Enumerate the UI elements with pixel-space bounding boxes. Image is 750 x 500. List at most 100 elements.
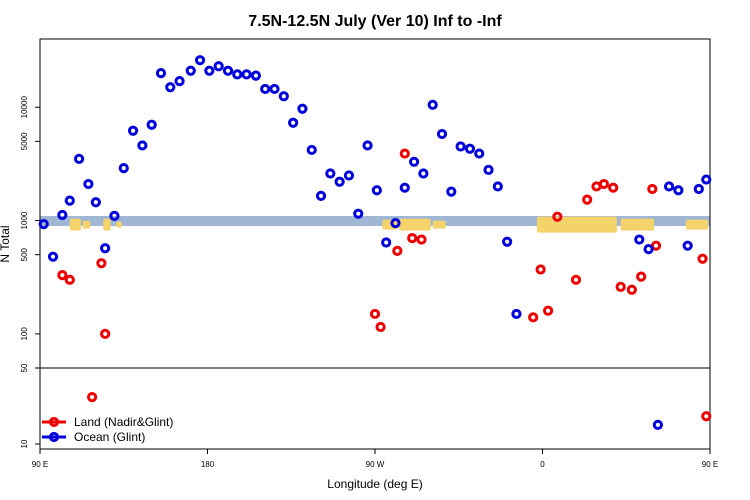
land-point-13 bbox=[542, 305, 554, 316]
land-point-6 bbox=[375, 321, 386, 333]
land-point-10 bbox=[416, 234, 427, 245]
ocean-point-21 bbox=[232, 69, 243, 80]
land-point-15 bbox=[570, 274, 582, 285]
x-axis-label: Longitude (deg E) bbox=[327, 477, 422, 491]
ocean-point-40 bbox=[408, 156, 420, 167]
y-tick-label-4: 1000 bbox=[20, 211, 29, 229]
land-point-16 bbox=[582, 194, 593, 205]
y-tick-label-6: 10000 bbox=[20, 96, 29, 119]
land-patch-0 bbox=[69, 218, 81, 231]
ocean-point-53 bbox=[643, 243, 654, 255]
ocean-point-24 bbox=[260, 83, 271, 95]
ocean-point-19 bbox=[213, 61, 224, 72]
land-point-8 bbox=[399, 148, 410, 159]
ocean-point-29 bbox=[306, 144, 317, 156]
legend-ocean-marker bbox=[48, 431, 60, 443]
land-band bbox=[40, 216, 710, 233]
legend: Land (Nadir&Glint) Ocean (Glint) bbox=[42, 415, 173, 444]
y-tick-label-0: 10 bbox=[20, 439, 29, 448]
ocean-point-57 bbox=[682, 240, 693, 251]
y-tick-label-1: 50 bbox=[20, 363, 29, 372]
data-points bbox=[38, 55, 712, 430]
land-point-3 bbox=[96, 258, 107, 269]
ocean-point-13 bbox=[155, 68, 167, 79]
ocean-point-3 bbox=[64, 195, 75, 206]
ocean-point-14 bbox=[165, 82, 176, 93]
ocean-point-55 bbox=[663, 181, 675, 192]
x-tick-label-1: 180 bbox=[201, 460, 215, 469]
land-point-5 bbox=[369, 308, 381, 320]
ocean-point-32 bbox=[334, 176, 345, 187]
ocean-point-31 bbox=[325, 168, 336, 179]
ocean-point-6 bbox=[90, 197, 101, 208]
land-point-2 bbox=[87, 392, 98, 403]
ocean-point-20 bbox=[222, 65, 234, 76]
land-point-22 bbox=[636, 271, 647, 282]
land-point-9 bbox=[407, 233, 418, 244]
ocean-point-39 bbox=[399, 182, 410, 193]
y-tick-label-5: 5000 bbox=[20, 132, 29, 150]
ocean-point-59 bbox=[701, 174, 712, 185]
land-point-26 bbox=[701, 411, 712, 422]
ocean-point-9 bbox=[118, 163, 129, 174]
ocean-point-52 bbox=[634, 234, 645, 245]
land-band-bar bbox=[40, 216, 710, 226]
ocean-point-47 bbox=[474, 148, 485, 159]
ocean-point-30 bbox=[315, 190, 327, 202]
y-tick-label-2: 100 bbox=[20, 327, 29, 341]
ocean-point-2 bbox=[57, 209, 68, 221]
land-point-25 bbox=[697, 253, 708, 264]
ocean-point-27 bbox=[288, 117, 299, 128]
ocean-point-26 bbox=[278, 91, 289, 102]
land-point-21 bbox=[626, 284, 637, 295]
ocean-point-11 bbox=[137, 140, 148, 151]
land-point-11 bbox=[528, 312, 539, 323]
ocean-point-22 bbox=[241, 69, 252, 80]
land-patch-2 bbox=[103, 218, 111, 231]
ocean-point-46 bbox=[464, 143, 476, 154]
ocean-point-45 bbox=[455, 141, 466, 152]
ocean-point-16 bbox=[185, 65, 196, 76]
ocean-point-35 bbox=[362, 140, 373, 151]
y-tick-label-3: 500 bbox=[20, 247, 29, 261]
land-patch-8 bbox=[620, 218, 655, 231]
x-tick-label-0: 90 E bbox=[32, 460, 48, 469]
ocean-point-37 bbox=[381, 237, 392, 248]
x-tick-label-4: 90 E bbox=[702, 460, 718, 469]
ocean-point-12 bbox=[146, 119, 157, 130]
plot-frame bbox=[39, 38, 711, 450]
land-point-20 bbox=[615, 281, 626, 292]
ocean-point-8 bbox=[109, 210, 120, 221]
ocean-point-38 bbox=[390, 217, 401, 229]
x-axis: 90 E 180 90 W 0 90 E bbox=[32, 449, 718, 469]
ocean-point-17 bbox=[194, 55, 206, 66]
ocean-point-15 bbox=[174, 76, 185, 87]
ocean-point-1 bbox=[47, 251, 59, 262]
ocean-point-23 bbox=[250, 70, 261, 81]
land-point-7 bbox=[392, 245, 403, 256]
ocean-point-44 bbox=[446, 186, 457, 197]
land-point-1 bbox=[64, 274, 75, 285]
ocean-point-41 bbox=[418, 168, 429, 179]
land-patch-7 bbox=[536, 216, 617, 233]
x-tick-label-3: 0 bbox=[540, 460, 545, 469]
land-patch-9 bbox=[685, 219, 709, 230]
x-tick-label-2: 90 W bbox=[366, 460, 385, 469]
land-patch-5 bbox=[399, 218, 431, 231]
ocean-point-43 bbox=[436, 128, 448, 140]
ocean-point-49 bbox=[492, 181, 503, 192]
chart-title: 7.5N-12.5N July (Ver 10) Inf to -Inf bbox=[248, 13, 502, 30]
ocean-point-18 bbox=[204, 65, 215, 76]
ocean-point-48 bbox=[483, 164, 494, 175]
legend-ocean-label: Ocean (Glint) bbox=[74, 430, 145, 444]
ocean-point-36 bbox=[371, 185, 382, 196]
land-point-14 bbox=[552, 211, 563, 222]
y-axis: 10 50 100 500 1000 5000 10000 bbox=[20, 96, 40, 448]
land-point-0 bbox=[57, 270, 68, 281]
legend-land-label: Land (Nadir&Glint) bbox=[74, 415, 173, 429]
ocean-point-34 bbox=[353, 208, 364, 219]
land-point-23 bbox=[647, 183, 658, 195]
ocean-point-42 bbox=[427, 99, 438, 110]
ocean-point-10 bbox=[127, 125, 139, 136]
